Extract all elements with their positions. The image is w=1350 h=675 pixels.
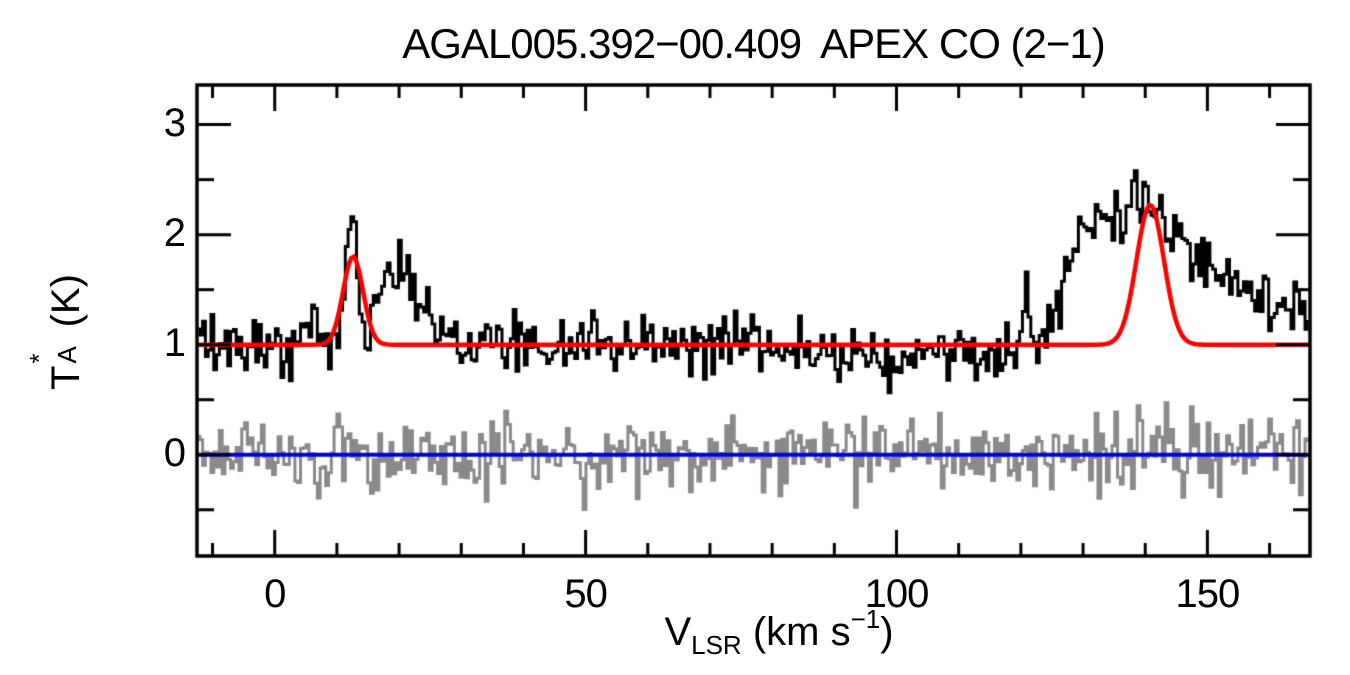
x-axis-symbol: V [664, 610, 692, 654]
x-axis-exponent: −1 [850, 604, 881, 634]
x-tick-label: 0 [264, 572, 286, 616]
x-axis-label: VLSR (km s−1) [664, 604, 893, 661]
y-tick-label: 2 [163, 210, 186, 255]
y-tick-label: 3 [163, 100, 186, 145]
x-tick-label: 50 [564, 572, 608, 616]
x-axis-unit-close: ) [880, 610, 894, 654]
x-tick-label: 100 [864, 572, 930, 616]
y-tick-label: 0 [163, 430, 186, 475]
y-axis-symbol: T [44, 365, 88, 390]
x-tick-label: 150 [1175, 572, 1241, 616]
x-axis-unit-open: (km s [741, 610, 851, 654]
plot-title: AGAL005.392−00.409 APEX CO (2−1) [402, 20, 1106, 67]
y-tick-label: 1 [163, 320, 186, 365]
x-axis-subscript: LSR [691, 630, 742, 660]
